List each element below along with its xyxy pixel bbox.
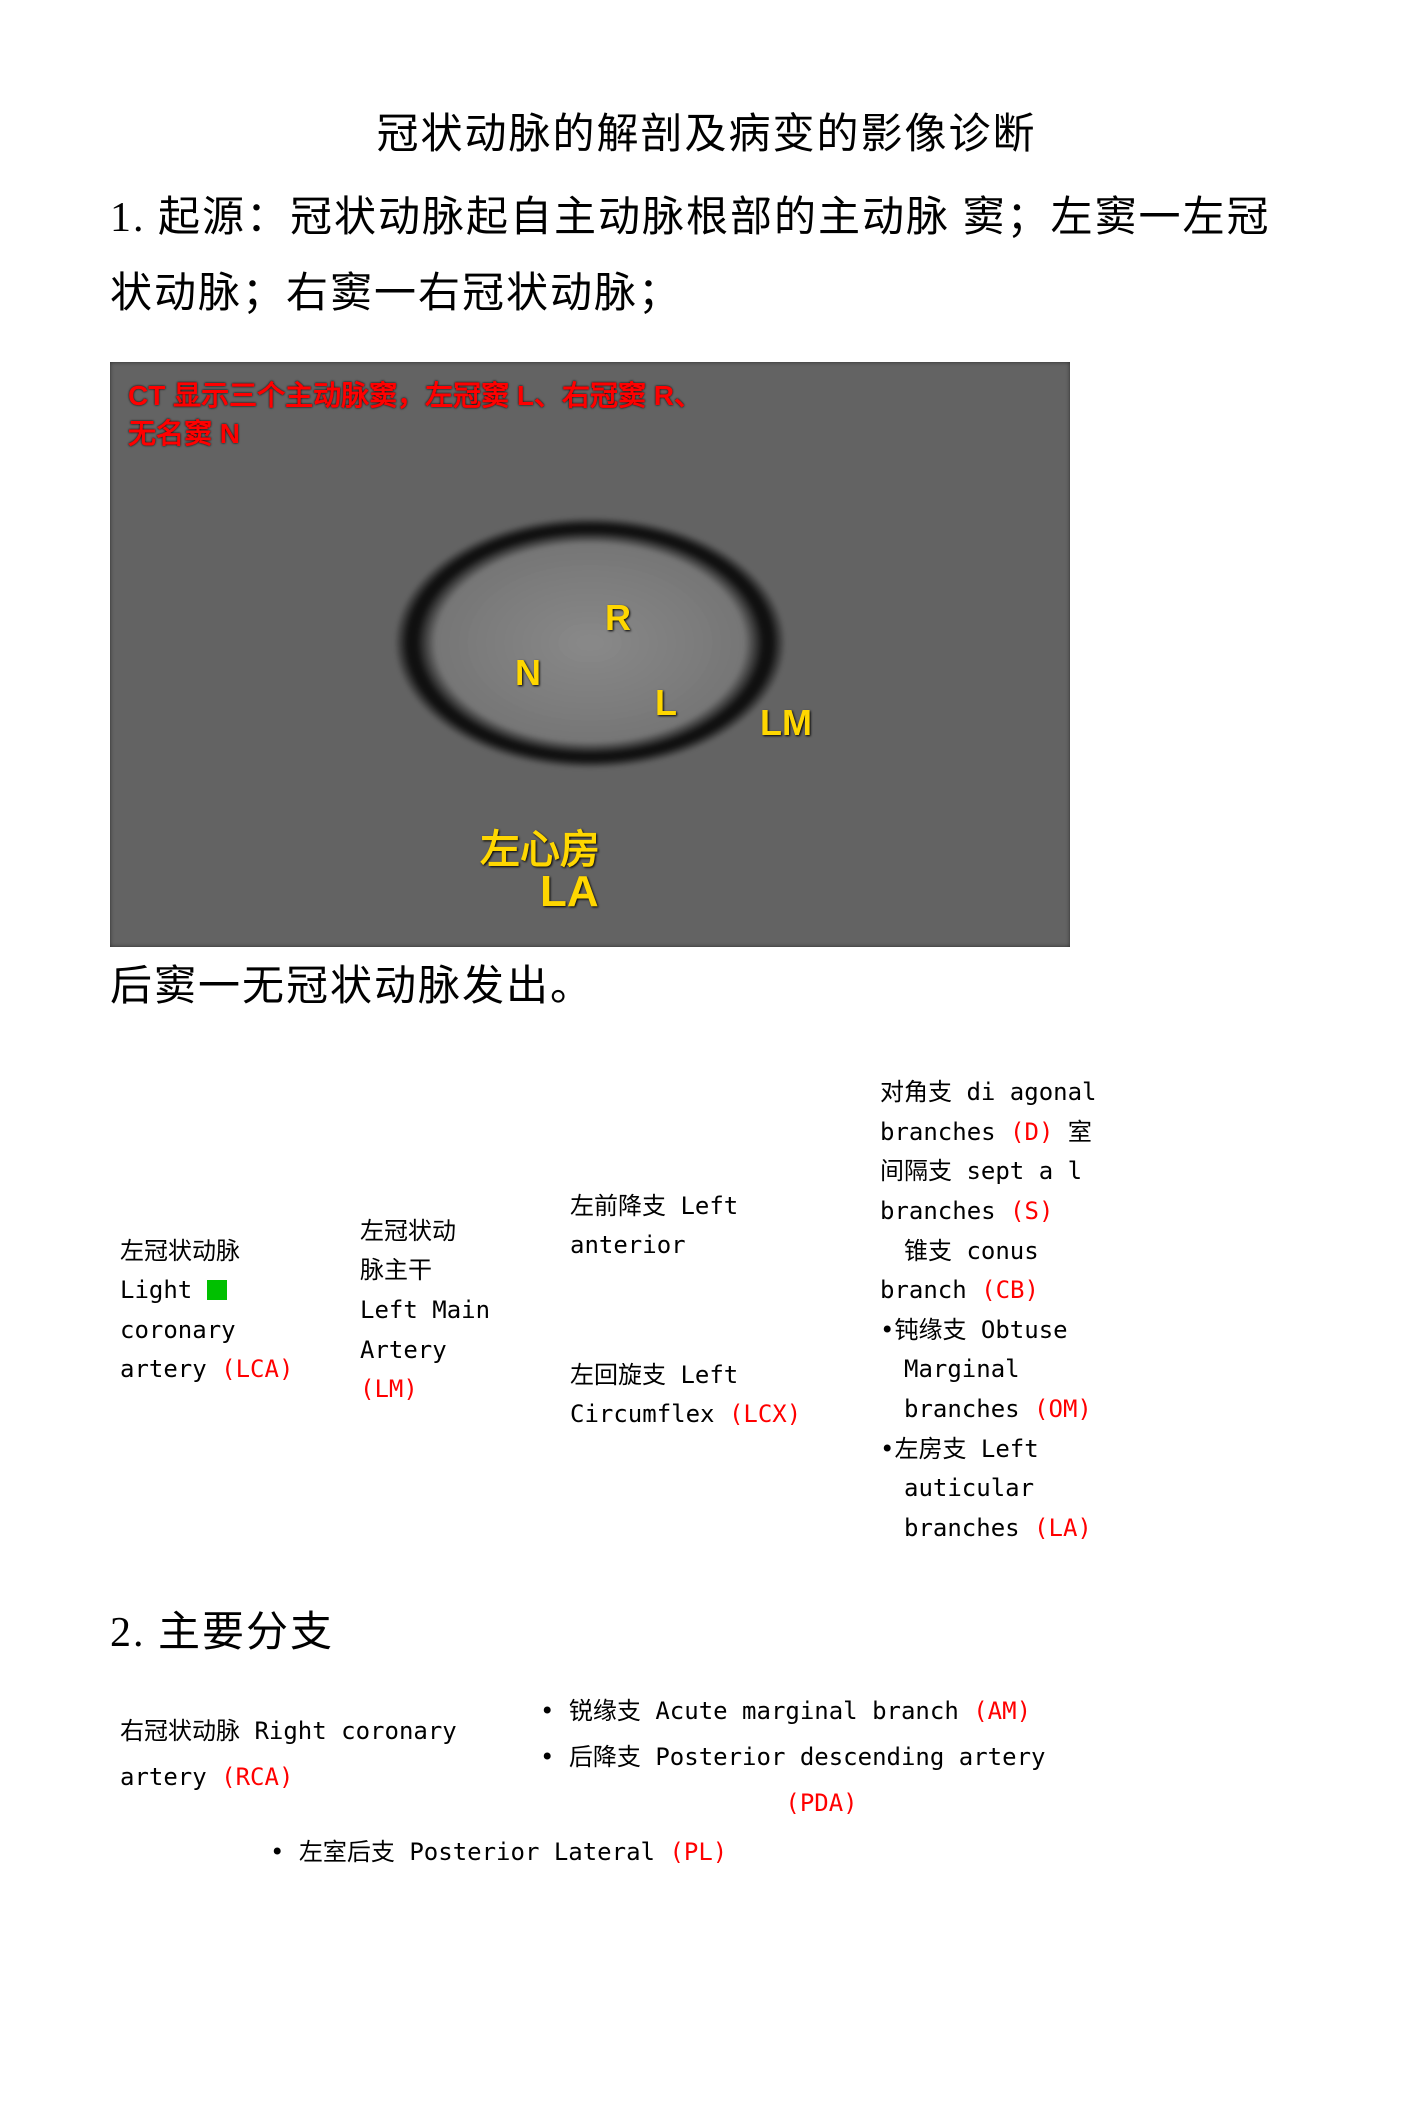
text: 左前降支 Left (570, 1187, 850, 1227)
section-1-text: 1. 起源：冠状动脉起自主动脉根部的主动脉 窦；左窦一左冠状动脉；右窦一右冠状动… (110, 181, 1303, 332)
t: artery (120, 1355, 221, 1383)
rca-pl-line: • 左室后支 Posterior Lateral (PL) (270, 1830, 1303, 1876)
text: branch (CB) (880, 1271, 1200, 1311)
text: coronary (120, 1311, 330, 1351)
text: 锥支 conus (880, 1232, 1200, 1272)
text: 右冠状动脉 Right coronary (120, 1709, 540, 1755)
t: branches (880, 1395, 1034, 1423)
ct-label-l: L (655, 682, 677, 724)
text: anterior (570, 1226, 850, 1266)
lca-col1: 左冠状动脉 Light coronary artery (LCA) (120, 1232, 330, 1390)
t: branches (880, 1197, 1010, 1225)
abbr: (RCA) (221, 1763, 293, 1791)
rca-right: • 锐缘支 Acute marginal branch (AM) • 后降支 P… (540, 1689, 1303, 1826)
abbr: (LA) (1034, 1514, 1092, 1542)
bullet: •钝缘支 Obtuse (880, 1311, 1200, 1351)
abbr: (PL) (669, 1838, 727, 1866)
bullet: • 锐缘支 Acute marginal branch (AM) (540, 1689, 1303, 1735)
text: 对角支 di agonal (880, 1073, 1200, 1113)
t: Circumflex (570, 1400, 729, 1428)
t: branches (880, 1514, 1034, 1542)
abbr: (OM) (1034, 1395, 1092, 1423)
text: artery (RCA) (120, 1755, 540, 1801)
ct-scan-image: CT 显示三个主动脉窦，左冠窦 L、右冠窦 R、 无名窦 N R N L LM … (110, 362, 1070, 947)
text: Marginal (880, 1350, 1200, 1390)
rca-left: 右冠状动脉 Right coronary artery (RCA) (120, 1689, 540, 1826)
text: branches (LA) (880, 1509, 1200, 1549)
lca-col4: 对角支 di agonal branches (D) 室 间隔支 sept a … (880, 1073, 1200, 1548)
text: 左回旋支 Left (570, 1356, 850, 1396)
lca-col2: 左冠状动 脉主干 Left Main Artery (LM) (360, 1212, 540, 1410)
green-square-icon (207, 1280, 227, 1300)
ct-label-n: N (515, 652, 541, 694)
text: Artery (360, 1331, 540, 1371)
t: • 左室后支 Posterior Lateral (270, 1838, 669, 1866)
page-title: 冠状动脉的解剖及病变的影像诊断 (110, 100, 1303, 161)
text: 脉主干 (360, 1251, 540, 1291)
t: branches (880, 1118, 1010, 1146)
t: artery (120, 1763, 221, 1791)
text: 左冠状动 (360, 1212, 540, 1252)
abbr: (CB) (981, 1276, 1039, 1304)
text: Circumflex (LCX) (570, 1395, 850, 1435)
ct-caption-line1: CT 显示三个主动脉窦，左冠窦 L、右冠窦 R、 (128, 374, 702, 414)
text: branches (D) 室 (880, 1113, 1200, 1153)
abbr: (S) (1010, 1197, 1053, 1225)
abbr: (LM) (360, 1370, 540, 1410)
bullet: •左房支 Left (880, 1430, 1200, 1470)
section-2-heading: 2. 主要分支 (110, 1598, 1303, 1659)
text: 左冠状动脉 (120, 1232, 330, 1272)
text: Left Main (360, 1291, 540, 1331)
col3-bottom: 左回旋支 Left Circumflex (LCX) (570, 1356, 850, 1435)
abbr: (PDA) (785, 1789, 857, 1817)
rca-row: 右冠状动脉 Right coronary artery (RCA) • 锐缘支 … (120, 1689, 1303, 1826)
text: Light (120, 1271, 330, 1311)
abbr: (AM) (973, 1697, 1031, 1725)
lca-branch-grid: 左冠状动脉 Light coronary artery (LCA) 左冠状动 脉… (120, 1073, 1303, 1548)
rca-block: 右冠状动脉 Right coronary artery (RCA) • 锐缘支 … (120, 1689, 1303, 1875)
t: branch (880, 1276, 981, 1304)
lca-col3: 左前降支 Left anterior 左回旋支 Left Circumflex … (570, 1187, 850, 1435)
text: (PDA) (540, 1781, 1303, 1827)
text-after-image: 后窦一无冠状动脉发出。 (110, 952, 1303, 1013)
text: 间隔支 sept a l (880, 1152, 1200, 1192)
text: branches (OM) (880, 1390, 1200, 1430)
text: branches (S) (880, 1192, 1200, 1232)
t: • 锐缘支 Acute marginal branch (540, 1697, 973, 1725)
ct-label-la: LA (540, 867, 599, 917)
abbr: (LCA) (221, 1355, 293, 1383)
abbr: (LCX) (729, 1400, 801, 1428)
text: auticular (880, 1469, 1200, 1509)
ct-caption-line2: 无名窦 N (128, 412, 240, 452)
abbr: (D) (1010, 1118, 1053, 1146)
t: 室 (1053, 1118, 1091, 1146)
ct-label-lm: LM (760, 702, 812, 744)
col3-top: 左前降支 Left anterior (570, 1187, 850, 1266)
bullet: • 后降支 Posterior descending artery (540, 1735, 1303, 1781)
text: artery (LCA) (120, 1350, 330, 1390)
ct-label-r: R (605, 597, 631, 639)
t: Light (120, 1276, 207, 1304)
